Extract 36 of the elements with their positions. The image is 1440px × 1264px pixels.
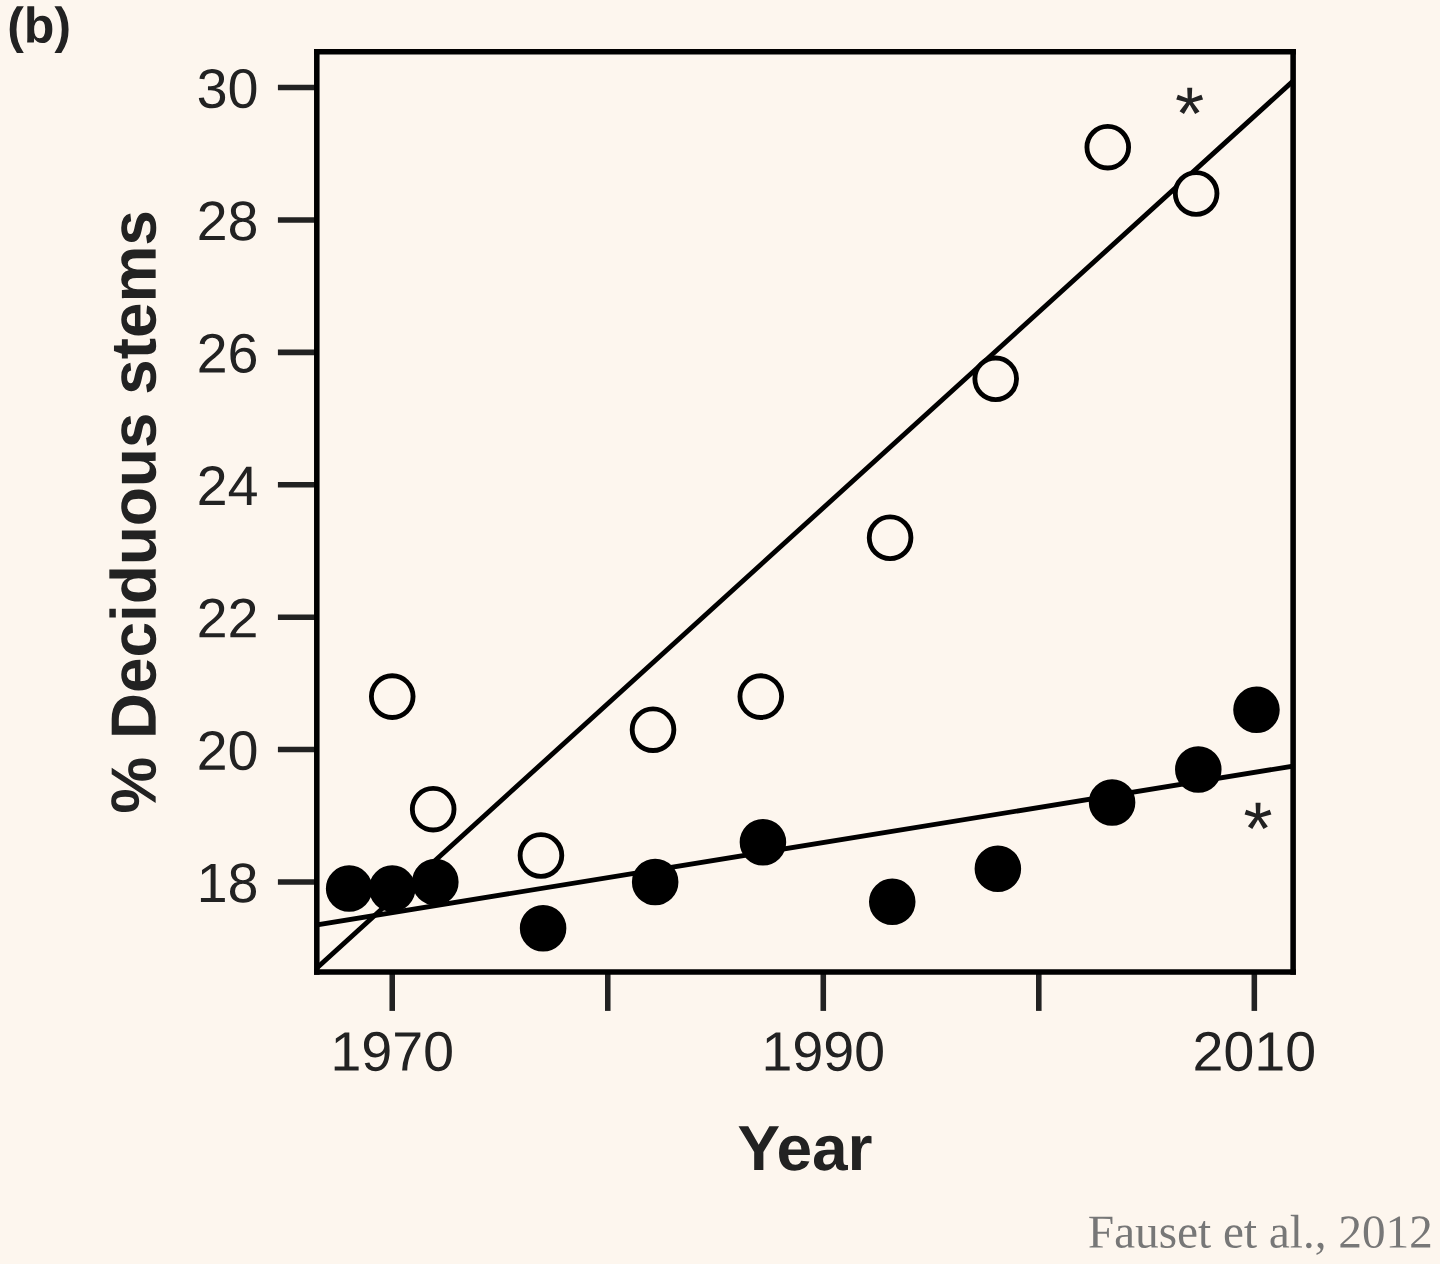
- point: [1084, 123, 1132, 171]
- y-tick-label: 22: [199, 598, 256, 638]
- y-tick-label: 24: [199, 466, 257, 505]
- point: [866, 514, 914, 561]
- point: [1233, 686, 1280, 734]
- annotation: *: [1176, 87, 1204, 115]
- point: [868, 878, 916, 926]
- point: [1172, 170, 1220, 217]
- point: [519, 905, 567, 952]
- point: [629, 706, 677, 753]
- text: Fauset et al., 2012: [1089, 1214, 1431, 1255]
- y-tick-label: 28: [199, 201, 257, 241]
- annotation: *: [1244, 802, 1272, 830]
- point: [1088, 779, 1136, 826]
- point: [325, 865, 373, 912]
- x-tick-label: 1970: [334, 1031, 452, 1072]
- point: [368, 673, 416, 720]
- y-tick-label: 26: [199, 333, 257, 374]
- point: [631, 858, 679, 906]
- y-tick-label: 20: [199, 730, 257, 771]
- point: [409, 785, 457, 833]
- point: [972, 355, 1019, 403]
- point: [517, 832, 565, 879]
- x-tick-label: 1990: [765, 1031, 883, 1072]
- y-tick-label: 18: [200, 863, 257, 903]
- point: [368, 865, 416, 912]
- point: [739, 819, 787, 866]
- point: [737, 673, 785, 720]
- point: [1175, 746, 1222, 793]
- text: (b): [9, 6, 69, 53]
- point: [974, 845, 1022, 893]
- point: [412, 858, 459, 906]
- y-tick-label: 30: [198, 68, 257, 109]
- x-axis-title: Year: [738, 1126, 872, 1171]
- y-axis-title: % Deciduous stems: [109, 212, 157, 813]
- x-tick-label: 2010: [1195, 1031, 1314, 1072]
